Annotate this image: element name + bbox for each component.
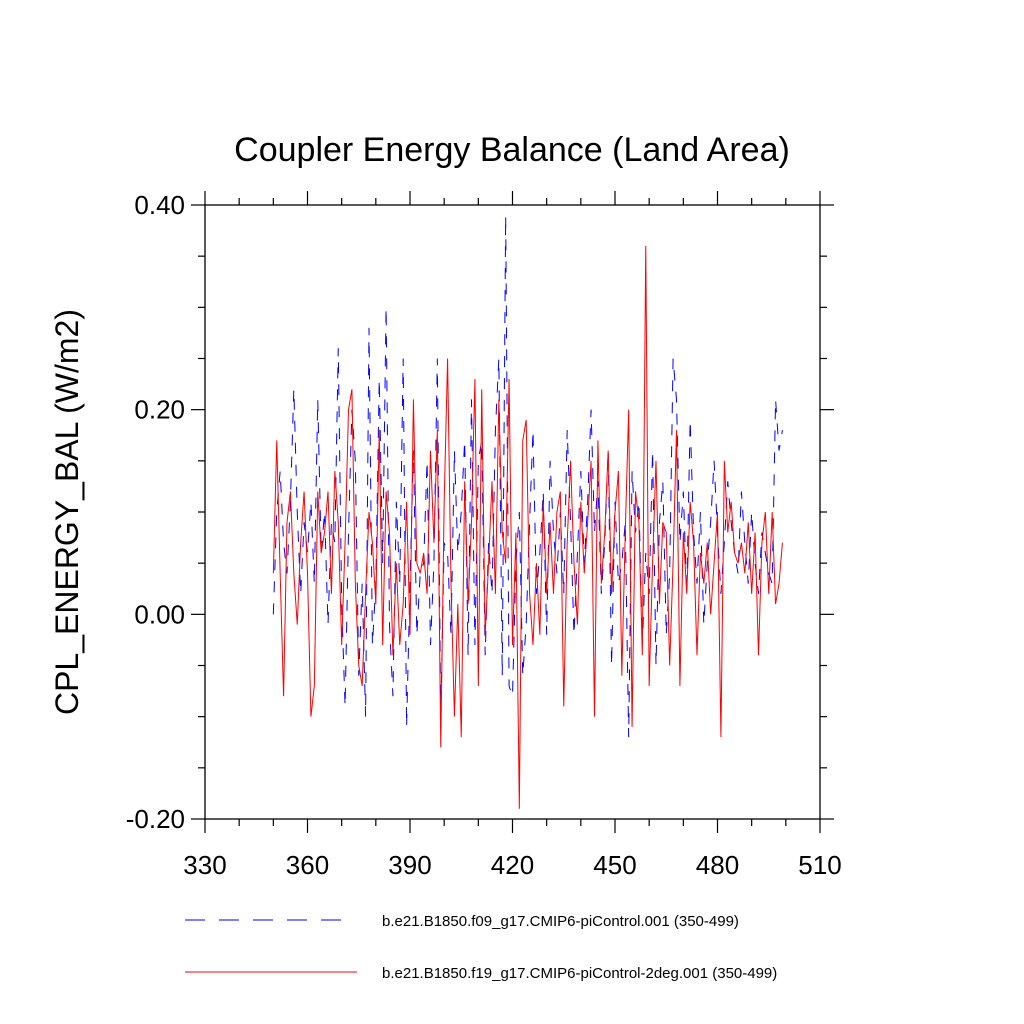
y-tick-label: 0.40 — [134, 190, 185, 220]
legend-label-f19: b.e21.B1850.f19_g17.CMIP6-piControl-2deg… — [382, 965, 777, 982]
series-layer — [272, 215, 783, 809]
chart-title: Coupler Energy Balance (Land Area) — [234, 131, 790, 169]
ticks-layer: 330 360 390 420 450 480 510 -0.20 0.00 0.20 0.40 — [126, 190, 842, 880]
legend-entry-f19: b.e21.B1850.f19_g17.CMIP6-piControl-2deg… — [185, 965, 777, 982]
x-tick-label: 450 — [593, 850, 636, 880]
legend: b.e21.B1850.f09_g17.CMIP6-piControl.001 … — [185, 913, 777, 982]
x-tick-label: 510 — [798, 850, 841, 880]
y-tick-label: 0.00 — [134, 599, 185, 629]
series-line-f09 — [272, 215, 783, 738]
x-tick-label: 420 — [491, 850, 534, 880]
y-axis-label: CPL_ENERGY_BAL (W/m2) — [49, 309, 85, 715]
y-tick-label: 0.20 — [134, 395, 185, 425]
legend-label-f09: b.e21.B1850.f09_g17.CMIP6-piControl.001 … — [382, 913, 739, 930]
x-tick-label: 390 — [388, 850, 431, 880]
x-tick-label: 360 — [286, 850, 329, 880]
series-line-f19 — [272, 245, 783, 809]
x-tick-label: 480 — [696, 850, 739, 880]
y-tick-label: -0.20 — [126, 804, 185, 834]
legend-entry-f09: b.e21.B1850.f09_g17.CMIP6-piControl.001 … — [185, 913, 739, 930]
x-tick-label: 330 — [183, 850, 226, 880]
